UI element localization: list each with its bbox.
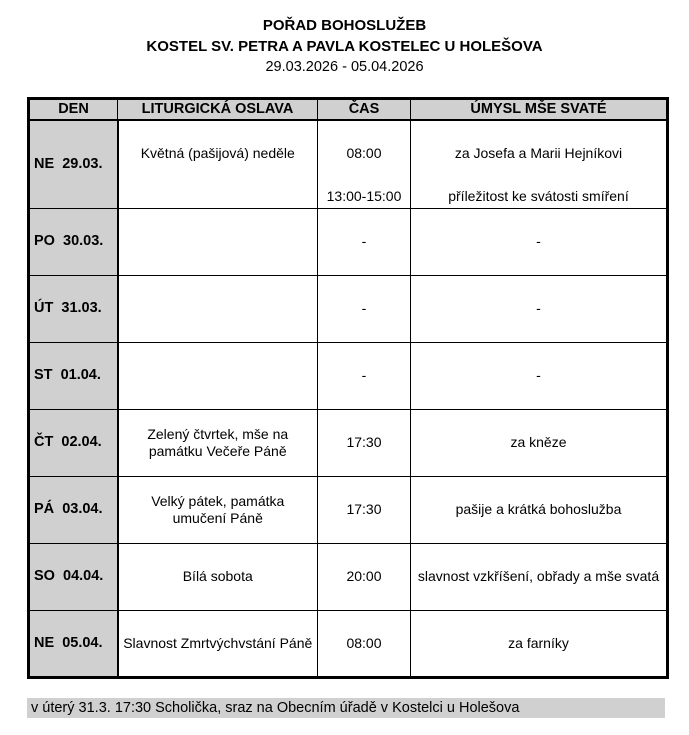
table-row: ÚT 31.03. - - [28, 274, 668, 343]
intention-cell: za farníky [410, 609, 668, 678]
celebration-cell: Velký pátek, památka umučení Páně [117, 475, 318, 544]
intention-cell: slavnost vzkříšení, obřady a mše svatá [410, 542, 668, 611]
date-range: 29.03.2026 - 05.04.2026 [265, 59, 424, 75]
table-row: NE 29.03. Květná (pašijová) neděle 08:00… [28, 119, 668, 209]
time-cell: 08:00 13:00-15:00 [317, 119, 411, 209]
table-row: PÁ 03.04. Velký pátek, památka umučení Pá… [28, 475, 668, 544]
time-cell: - [317, 207, 411, 276]
day-cell: NE 05.04. [28, 609, 119, 678]
intention-cell: - [410, 274, 668, 343]
time-cell: 20:00 [317, 542, 411, 611]
time-text: 08:00 [346, 145, 382, 161]
day-cell: SO 04.04. [28, 542, 119, 611]
intention-cell: za kněze [410, 408, 668, 477]
intention-text: za Josefa a Marii Hejníkovi [454, 145, 623, 161]
time-cell: 08:00 [317, 609, 411, 678]
schedule-table: DEN LITURGICKÁ OSLAVA ČAS ÚMYSL MŠE SVAT… [27, 97, 669, 679]
column-header-celebration: LITURGICKÁ OSLAVA [117, 98, 318, 121]
table-row: ČT 02.04. Zelený čtvrtek, mše na památku … [28, 408, 668, 477]
celebration-text: Květná (pašijová) neděle [140, 145, 295, 161]
intention-text-2: příležitost ke svátosti smíření [448, 188, 629, 204]
time-text-2: 13:00-15:00 [326, 188, 402, 204]
day-cell: NE 29.03. [28, 119, 119, 209]
column-header-day: DEN [28, 98, 118, 121]
time-cell: 17:30 [317, 475, 411, 544]
column-header-time: ČAS [317, 98, 411, 121]
column-header-intention: ÚMYSL MŠE SVATÉ [410, 98, 668, 121]
celebration-cell [117, 341, 318, 410]
celebration-cell [117, 274, 318, 343]
day-cell: ST 01.04. [28, 341, 119, 410]
table-row: SO 04.04. Bílá sobota 20:00 slavnost vzkříš… [28, 542, 668, 611]
celebration-cell: Květná (pašijová) neděle [117, 119, 318, 209]
time-cell: 17:30 [317, 408, 411, 477]
celebration-cell: Bílá sobota [117, 542, 318, 611]
day-cell: ČT 02.04. [28, 408, 119, 477]
intention-cell: za Josefa a Marii Hejníkovi příležitost k… [410, 119, 668, 209]
intention-cell: - [410, 341, 668, 410]
celebration-cell: Slavnost Zmrtvýchvstání Páně [117, 609, 318, 678]
day-cell: ÚT 31.03. [28, 274, 119, 343]
day-cell: PO 30.03. [28, 207, 119, 276]
intention-cell: pašije a krátká bohoslužba [410, 475, 668, 544]
document-title: POŘAD BOHOSLUŽEB [262, 17, 427, 34]
table-row: PO 30.03. - - [28, 207, 668, 276]
day-cell: PÁ 03.04. [28, 475, 119, 544]
celebration-cell [117, 207, 318, 276]
intention-cell: - [410, 207, 668, 276]
time-cell: - [317, 274, 411, 343]
time-cell: - [317, 341, 411, 410]
table-header: DEN LITURGICKÁ OSLAVA ČAS ÚMYSL MŠE SVAT… [28, 98, 668, 121]
church-name: KOSTEL SV. PETRA A PAVLA KOSTELEC U HOLE… [146, 38, 543, 55]
celebration-cell: Zelený čtvrtek, mše na památku Večeře Pá… [117, 408, 318, 477]
announcement-note: v úterý 31.3. 17:30 Scholička, sraz na O… [27, 698, 665, 718]
table-row: NE 05.04. Slavnost Zmrtvýchvstání Páně 08:… [28, 609, 668, 678]
table-row: ST 01.04. - - [28, 341, 668, 410]
